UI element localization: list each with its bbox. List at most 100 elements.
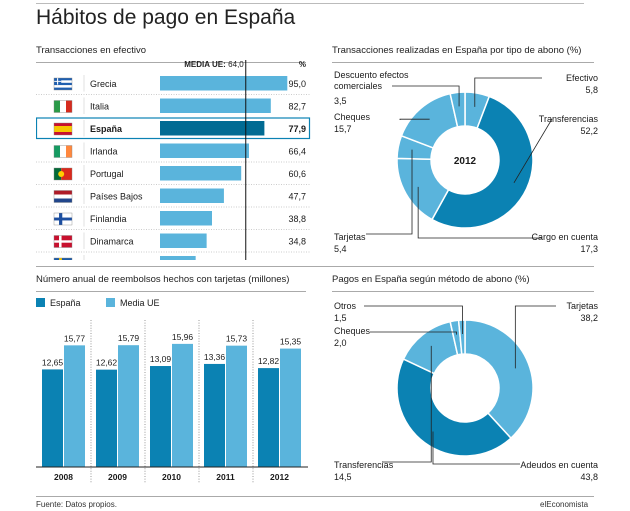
donut1-leader-1	[513, 118, 553, 183]
page-title: Hábitos de pago en España	[36, 6, 296, 29]
netherlands-flag-icon	[53, 190, 73, 203]
donut1-leader-0	[474, 77, 542, 107]
legend-label-0: España	[50, 298, 81, 308]
donut1-value-text: 52,2	[580, 126, 598, 136]
bar-media-ue	[118, 345, 139, 467]
donut1-slice-1	[431, 95, 534, 229]
donut2-slice-1	[396, 358, 512, 457]
portugal-flag-icon	[53, 167, 73, 181]
highlight-box	[36, 117, 311, 140]
cards-chart-rule	[36, 291, 306, 292]
country-label: Grecia	[90, 79, 117, 89]
bar-value-label: 15,96	[172, 332, 194, 342]
cash-value-label: 47,7	[288, 192, 306, 202]
donut2-leader-2	[382, 345, 432, 463]
donut2-slice-4	[457, 319, 466, 355]
bar-value-label: 15,35	[280, 337, 302, 347]
cash-row-2: España 77,9	[36, 117, 311, 140]
year-tick-label: 2010	[162, 472, 181, 482]
italy-flag-icon	[53, 100, 73, 113]
greece-flag-icon	[53, 77, 73, 91]
cash-row-4: Portugal 60,6	[36, 165, 310, 185]
donut1-leader-2	[417, 186, 542, 239]
cash-bar	[160, 98, 271, 113]
bar-value-label: 15,73	[226, 334, 248, 344]
donut1-label-text: Cheques	[334, 112, 371, 122]
donut1-label-text: Descuento efectos	[334, 70, 409, 80]
cash-bar	[160, 188, 224, 203]
donut1-chart-rule	[332, 62, 594, 63]
donut2-chart-title: Pagos en España según método de abono (%…	[332, 274, 530, 285]
legend-label-1: Media UE	[120, 298, 160, 308]
donut1-value-text: 5,8	[585, 85, 598, 95]
reference-label: MEDIA UE:	[184, 60, 225, 69]
bar-value-label: 13,09	[150, 354, 172, 364]
cash-bar	[160, 76, 288, 91]
donut2-leader-1	[432, 431, 520, 465]
ireland-flag-icon	[53, 145, 73, 158]
donut1-value-text: 3,5	[334, 96, 347, 106]
country-label: Irlanda	[90, 147, 118, 157]
cash-value-label: 95,0	[288, 79, 306, 89]
denmark-flag-icon	[53, 235, 73, 248]
legend-swatch-0	[36, 298, 45, 307]
donut1-leader-4	[399, 118, 430, 120]
cash-bar	[160, 211, 212, 226]
bar-media-ue	[172, 343, 193, 467]
bar-value-label: 13,36	[204, 352, 226, 362]
country-label: Países Bajos	[90, 192, 143, 202]
donut2-chart-rule	[332, 291, 594, 292]
country-label: España	[90, 124, 123, 134]
country-label: Portugal	[90, 169, 124, 179]
donut2-value-text: 14,5	[334, 472, 352, 482]
cash-value-label: 66,4	[288, 147, 306, 157]
donut1-slice-5	[449, 91, 466, 128]
cards-chart-title: Número anual de reembolsos hechos con ta…	[36, 274, 290, 285]
bar-media-ue	[280, 348, 301, 467]
year-tick-label: 2011	[216, 472, 235, 482]
cash-bar	[160, 256, 196, 260]
cash-row-6: Finlandia 38,8	[36, 210, 310, 230]
donut1-leader-3	[366, 149, 413, 235]
donut-metodo-abono-chart: Tarjetas 38,2 Adeudos en cuenta 43,8 Transfe…	[334, 301, 598, 482]
cash-value-label: 26,6	[288, 259, 306, 260]
donut2-leader-0	[514, 305, 556, 369]
donut2-label-text: Tarjetas	[566, 301, 598, 311]
cash-row-7: Dinamarca 34,8	[36, 232, 310, 253]
donut1-value-text: 15,7	[334, 124, 352, 134]
donut2-leader-4	[364, 305, 463, 335]
cash-value-label: 38,8	[288, 214, 306, 224]
cash-bar	[160, 143, 249, 158]
donut2-leader-3	[370, 331, 457, 335]
donut1-label-text: Cargo en cuenta	[531, 232, 598, 242]
donut1-chart-title: Transacciones realizadas en España por t…	[332, 45, 582, 56]
donut1-leader-5	[392, 85, 460, 107]
brand-logo: elEconomista	[540, 500, 589, 509]
donut1-label-text: comerciales	[334, 81, 383, 91]
year-tick-label: 2008	[54, 472, 73, 482]
donut1-value-text: 5,4	[334, 244, 347, 254]
cash-bar	[160, 121, 265, 136]
donut2-label-text: Otros	[334, 301, 357, 311]
bar-españa	[204, 363, 225, 467]
finland-flag-icon	[53, 212, 73, 226]
donut2-value-text: 1,5	[334, 313, 347, 323]
bar-value-label: 12,65	[42, 357, 64, 367]
cash-row-5: Países Bajos 47,7	[36, 187, 310, 208]
middle-rule	[36, 266, 594, 267]
donut2-slice-0	[464, 319, 534, 440]
cash-row-0: Grecia 95,0	[36, 75, 310, 95]
unit-label: %	[299, 60, 306, 69]
donut1-center-label: 2012	[454, 156, 477, 167]
cash-value-label: 60,6	[288, 169, 306, 179]
bar-españa	[258, 368, 279, 467]
legend-swatch-1	[106, 298, 115, 307]
cash-chart-title: Transacciones en efectivo	[36, 45, 147, 56]
donut2-label-text: Cheques	[334, 326, 371, 336]
cash-value-label: 82,7	[288, 102, 306, 112]
spain-flag-icon	[53, 122, 73, 136]
donut1-value-text: 17,3	[580, 244, 598, 254]
card-reimbursements-chart: España Media UE 12,65 15,77 2008 12,62 15,79 20…	[36, 298, 308, 483]
donut2-value-text: 38,2	[580, 313, 598, 323]
bar-españa	[150, 366, 171, 467]
